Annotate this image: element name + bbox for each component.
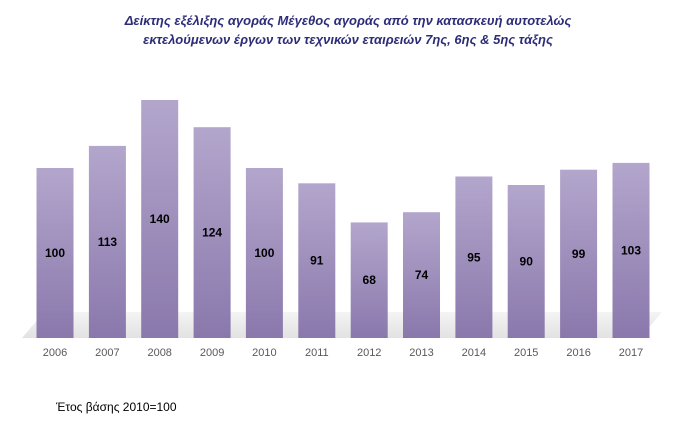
x-tick-2011: 2011 [305, 347, 329, 359]
base-year-note: Έτος βάσης 2010=100 [56, 400, 177, 414]
bar-2013 [403, 212, 440, 338]
x-tick-2012: 2012 [357, 347, 381, 359]
data-label-2006: 100 [45, 246, 65, 260]
bar-2011 [298, 183, 336, 338]
data-label-2015: 90 [520, 255, 534, 269]
x-tick-2008: 2008 [147, 347, 171, 359]
bar-2007 [88, 145, 126, 338]
data-label-2016: 99 [572, 247, 586, 261]
data-label-2009: 124 [202, 226, 222, 240]
bar-2015 [507, 185, 545, 338]
chart-title: Δείκτης εξέλιξης αγοράς Μέγεθος αγοράς α… [0, 11, 696, 49]
bar-2008 [141, 100, 179, 338]
x-tick-2010: 2010 [252, 347, 276, 359]
data-label-2014: 95 [467, 250, 481, 264]
chart-title-line-2: εκτελούμενων έργων των τεχνικών εταιρειώ… [143, 32, 553, 47]
bar-2017 [612, 162, 650, 338]
bar-2010 [245, 168, 283, 338]
data-label-2010: 100 [254, 246, 274, 260]
bar-2012 [350, 222, 388, 338]
data-label-2008: 140 [150, 212, 170, 226]
chart-title-line-1: Δείκτης εξέλιξης αγοράς Μέγεθος αγοράς α… [124, 13, 572, 28]
x-tick-2017: 2017 [619, 347, 643, 359]
x-tick-2006: 2006 [43, 347, 67, 359]
chart-floor [22, 312, 662, 338]
bar-2006 [36, 168, 74, 338]
x-tick-2013: 2013 [409, 347, 433, 359]
x-tick-2014: 2014 [462, 347, 486, 359]
bar-2014 [455, 176, 493, 338]
data-label-2007: 113 [98, 235, 118, 249]
x-tick-2016: 2016 [566, 347, 590, 359]
data-label-2017: 103 [621, 243, 641, 257]
data-label-2012: 68 [363, 273, 377, 287]
bar-2016 [560, 169, 598, 338]
x-tick-2015: 2015 [514, 347, 538, 359]
x-tick-2009: 2009 [200, 347, 224, 359]
data-label-2011: 91 [310, 254, 324, 268]
x-tick-2007: 2007 [95, 347, 119, 359]
data-label-2013: 74 [415, 268, 429, 282]
bar-2009 [193, 127, 231, 338]
